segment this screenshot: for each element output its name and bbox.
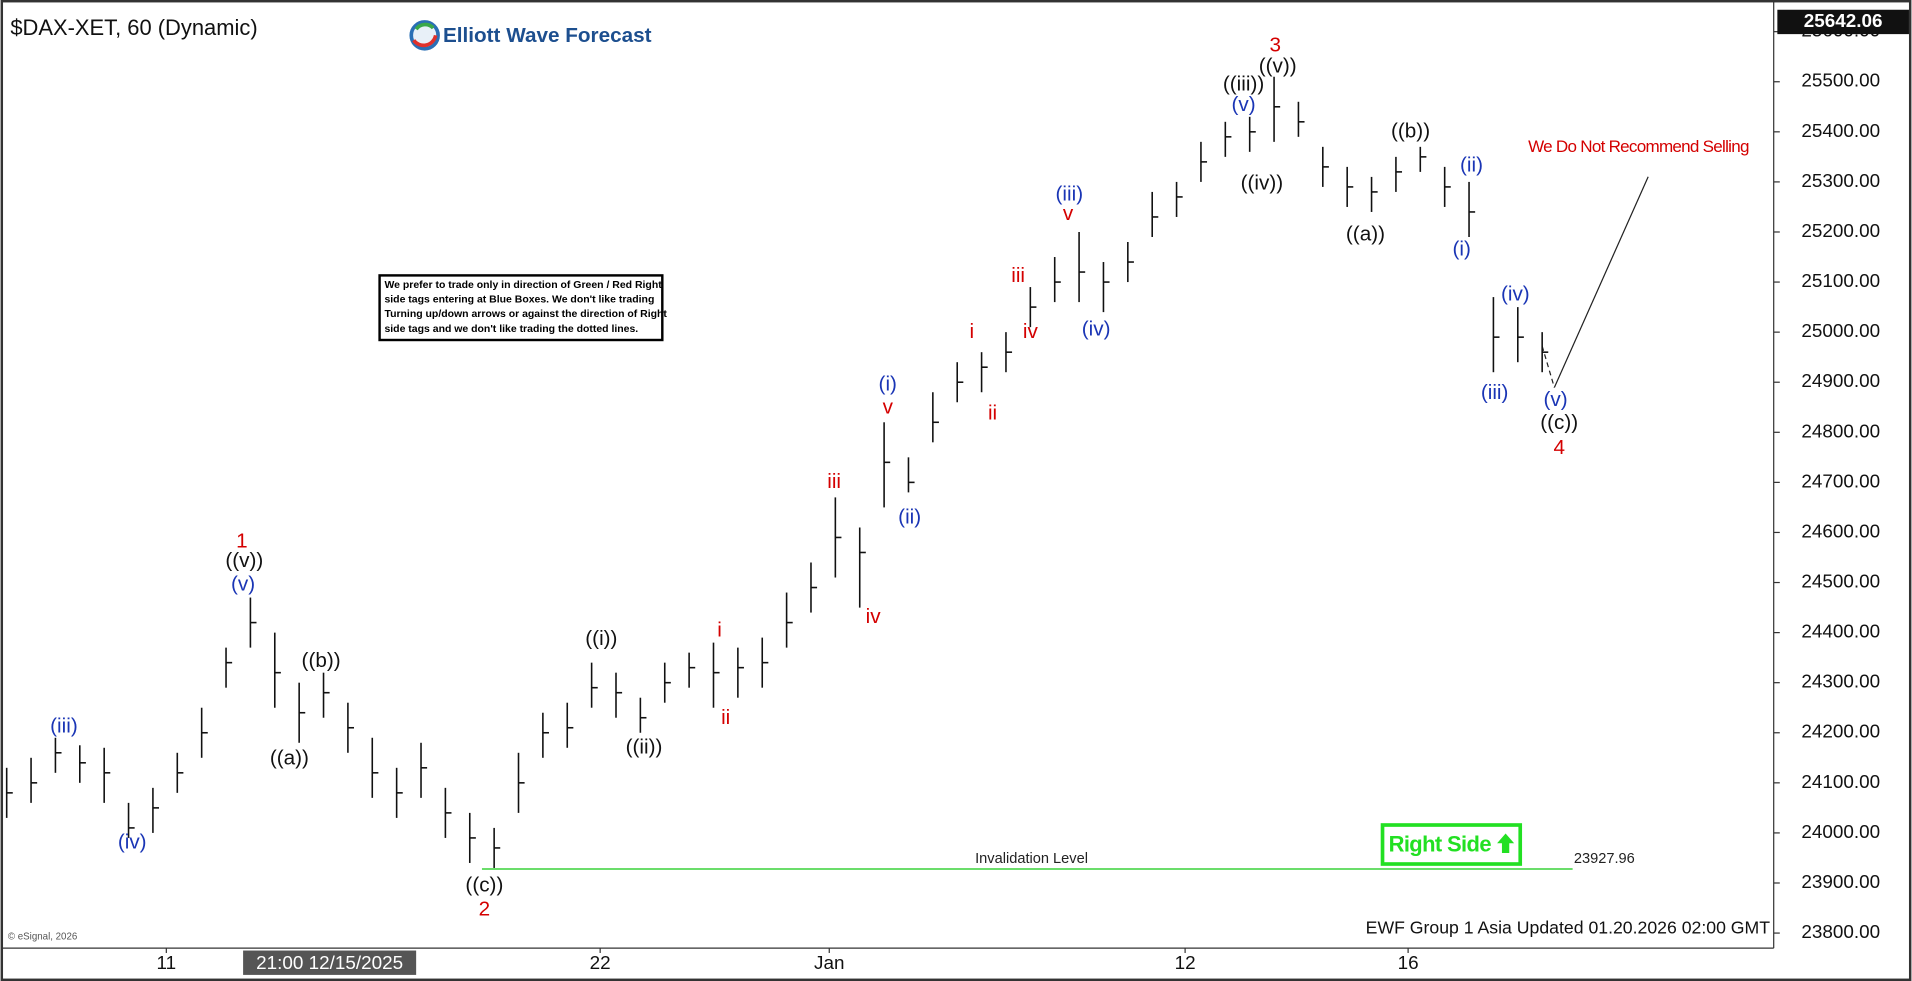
x-tick-label: 16 xyxy=(1398,953,1419,974)
wave-label: ((v)) xyxy=(225,549,263,572)
x-tick-label: 22 xyxy=(590,953,611,974)
y-tick-label: 24900.00 xyxy=(1801,371,1880,392)
wave-label: (v) xyxy=(231,573,255,596)
wave-label: ((c)) xyxy=(465,873,503,896)
invalidation-label: Invalidation Level xyxy=(975,851,1088,867)
wave-label: v xyxy=(1063,202,1074,225)
wave-label: ii xyxy=(988,402,997,425)
y-tick-label: 24200.00 xyxy=(1801,722,1880,743)
x-tick-label: 12 xyxy=(1175,953,1196,974)
y-tick-label: 25100.00 xyxy=(1801,271,1880,292)
x-tick-label: Jan xyxy=(814,953,844,974)
y-tick-label: 24800.00 xyxy=(1801,421,1880,442)
y-tick-label: 25300.00 xyxy=(1801,171,1880,192)
last-price-label: 25642.06 xyxy=(1804,11,1883,32)
wave-label: (i) xyxy=(879,373,897,396)
note-box: We prefer to trade only in direction of … xyxy=(378,274,667,342)
wave-label: (v) xyxy=(1232,93,1256,116)
y-tick-label: 23800.00 xyxy=(1801,922,1880,943)
wave-label: (v) xyxy=(1543,388,1567,411)
projection-line xyxy=(1553,176,1649,388)
note-line: Turning up/down arrows or against the di… xyxy=(384,309,667,320)
wave-label: ((iv)) xyxy=(1241,171,1284,194)
warning-text: We Do Not Recommend Selling xyxy=(1528,137,1749,156)
logo: Elliott Wave Forecast xyxy=(409,20,652,51)
wave-label: iv xyxy=(1023,320,1039,343)
wave-label: i xyxy=(970,320,975,343)
y-tick-label: 25500.00 xyxy=(1801,71,1880,92)
wave-label: ((a)) xyxy=(270,746,309,769)
wave-label: (iv) xyxy=(1082,318,1111,341)
y-tick-label: 24500.00 xyxy=(1801,572,1880,593)
wave-label: iv xyxy=(866,605,882,628)
wave-label: 2 xyxy=(479,898,491,921)
chart-title: $DAX-XET, 60 (Dynamic) xyxy=(10,15,257,40)
right-side-tag: Right Side xyxy=(1380,823,1523,866)
note-line: side tags entering at Blue Boxes. We don… xyxy=(384,295,654,306)
wave-label: ((ii)) xyxy=(626,736,663,759)
crosshair-box xyxy=(243,950,417,975)
wave-label: (iv) xyxy=(1501,283,1530,306)
y-tick-label: 25200.00 xyxy=(1801,221,1880,242)
wave-label: (i) xyxy=(1453,237,1471,260)
logo-arc xyxy=(414,22,435,31)
wave-label: ((v)) xyxy=(1259,55,1297,78)
wave-label: (iii) xyxy=(1056,182,1084,205)
y-tick-label: 25400.00 xyxy=(1801,121,1880,142)
wave-label: (ii) xyxy=(898,505,921,528)
wave-label: (iii) xyxy=(1481,381,1509,404)
wave-label: ii xyxy=(721,706,730,729)
x-tick-label: 11 xyxy=(157,953,177,974)
right-side-text: Right Side xyxy=(1389,832,1492,857)
wave-label: ((a)) xyxy=(1346,222,1385,245)
wave-label: ((b)) xyxy=(1391,119,1430,142)
wave-label: ((iii)) xyxy=(1223,73,1264,96)
y-tick-label: 24000.00 xyxy=(1801,822,1880,843)
crosshair-label: 21:00 12/15/2025 xyxy=(256,953,403,974)
footer: EWF Group 1 Asia Updated 01.20.2026 02:0… xyxy=(1366,917,1771,937)
wave-label: 4 xyxy=(1553,436,1565,459)
y-tick-label: 24600.00 xyxy=(1801,521,1880,542)
y-tick-label: 25000.00 xyxy=(1801,321,1880,342)
y-tick-label: 23900.00 xyxy=(1801,872,1880,893)
wave-label: (iv) xyxy=(118,830,147,853)
right-side-arrow xyxy=(1497,833,1515,854)
wave-label: i xyxy=(717,619,722,642)
note-line: We prefer to trade only in direction of … xyxy=(384,280,662,291)
logo-arc xyxy=(412,34,438,48)
wave-label: (ii) xyxy=(1460,153,1483,176)
wave-label: 1 xyxy=(236,529,248,552)
projection-dashed xyxy=(1541,345,1555,388)
y-tick-label: 24700.00 xyxy=(1801,471,1880,492)
note-frame xyxy=(378,274,664,342)
wave-label: 3 xyxy=(1270,34,1282,57)
wave-label: v xyxy=(883,396,894,419)
y-tick-label: 24100.00 xyxy=(1801,772,1880,793)
y-tick-label: 24300.00 xyxy=(1801,672,1880,693)
wave-label: (iii) xyxy=(50,715,78,738)
wave-label: ((c)) xyxy=(1540,411,1578,434)
note-line: side tags and we don't like trading the … xyxy=(384,324,638,335)
y-tick-label: 24400.00 xyxy=(1801,622,1880,643)
wave-label: ((i)) xyxy=(585,627,617,650)
last-price-box xyxy=(1777,9,1909,35)
right-side-box xyxy=(1380,823,1523,866)
invalidation-value: 23927.96 xyxy=(1574,851,1635,867)
wave-label: iii xyxy=(1011,264,1025,287)
wave-label: iii xyxy=(827,470,841,493)
wave-label: ((b)) xyxy=(302,649,341,672)
logo-text: Elliott Wave Forecast xyxy=(443,24,652,47)
copyright: © eSignal, 2026 xyxy=(8,932,77,943)
